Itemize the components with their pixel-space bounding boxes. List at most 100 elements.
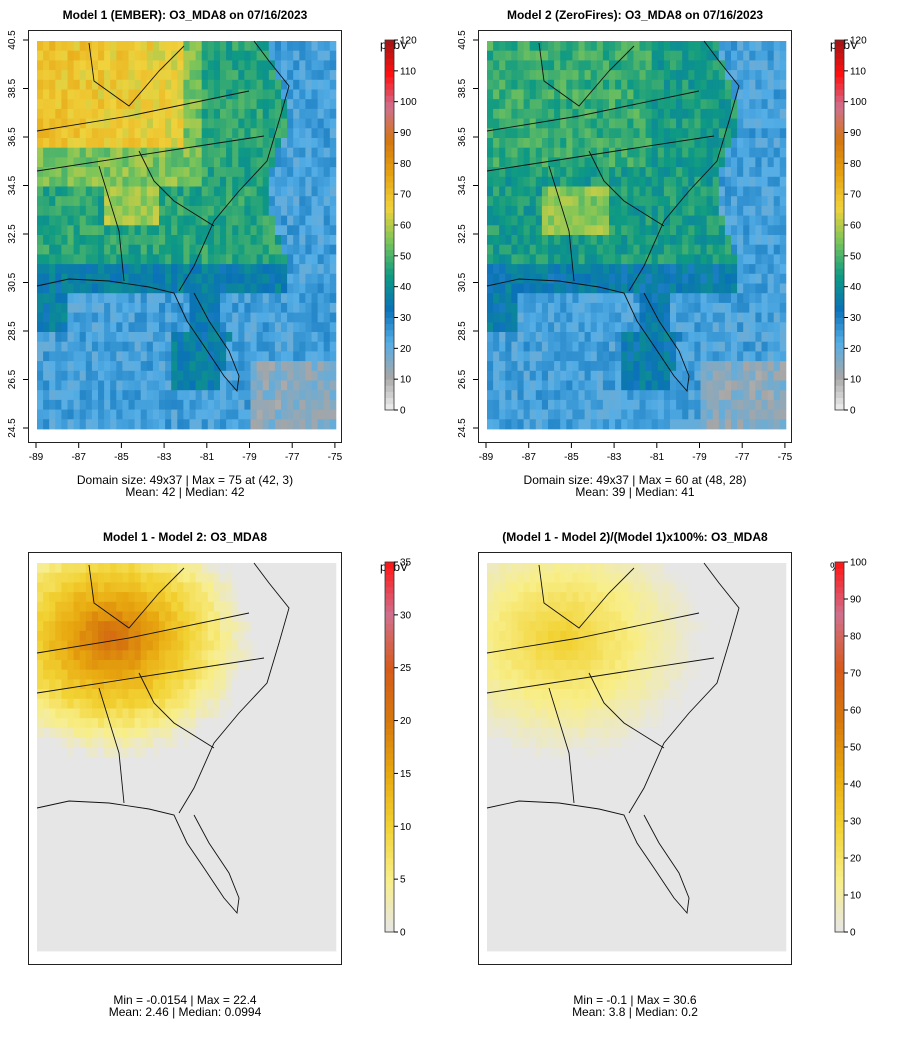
heatmap-cell bbox=[505, 283, 512, 294]
heatmap-cell bbox=[755, 302, 762, 313]
heatmap-cell bbox=[122, 70, 129, 81]
heatmap-cell bbox=[657, 118, 665, 129]
heatmap-cell bbox=[201, 283, 209, 294]
heatmap-cell bbox=[55, 176, 62, 187]
heatmap-cell bbox=[560, 409, 567, 420]
heatmap-cell bbox=[773, 176, 781, 187]
heatmap-cell bbox=[189, 70, 196, 81]
heatmap-cell bbox=[293, 176, 300, 187]
heatmap-cell bbox=[505, 370, 512, 381]
heatmap-cell bbox=[43, 196, 50, 207]
heatmap-cell bbox=[91, 108, 99, 119]
heatmap-cell bbox=[317, 592, 325, 603]
colorbar-segment bbox=[835, 286, 844, 294]
x-tick-label: -85 bbox=[114, 452, 129, 463]
heatmap-cell bbox=[311, 399, 318, 410]
heatmap-cell bbox=[98, 205, 105, 216]
heatmap-cell bbox=[67, 621, 74, 632]
heatmap-cell bbox=[718, 50, 726, 61]
heatmap-cell bbox=[122, 302, 129, 313]
heatmap-cell bbox=[761, 419, 768, 430]
heatmap-cell bbox=[274, 708, 282, 719]
heatmap-cell bbox=[140, 60, 148, 71]
heatmap-cell bbox=[688, 157, 695, 168]
heatmap-cell bbox=[250, 370, 257, 381]
heatmap-cell bbox=[201, 390, 209, 401]
heatmap-cell bbox=[189, 138, 196, 149]
heatmap-cell bbox=[79, 176, 87, 187]
heatmap-cell bbox=[554, 244, 561, 255]
heatmap-cell bbox=[627, 235, 634, 246]
heatmap-cell bbox=[98, 650, 105, 661]
heatmap-cell bbox=[134, 118, 142, 129]
heatmap-cell bbox=[663, 380, 671, 391]
colorbar-segment bbox=[835, 323, 844, 331]
heatmap-cell bbox=[621, 419, 628, 430]
heatmap-cell bbox=[61, 196, 68, 207]
heatmap-cell bbox=[541, 370, 549, 381]
heatmap-cell bbox=[779, 138, 787, 149]
heatmap-cell bbox=[122, 689, 129, 700]
heatmap-cell bbox=[578, 312, 585, 323]
heatmap-cell bbox=[122, 630, 129, 641]
heatmap-cell bbox=[609, 351, 616, 362]
heatmap-cell bbox=[250, 264, 257, 275]
heatmap-cell bbox=[91, 332, 99, 343]
heatmap-cell bbox=[743, 108, 750, 119]
heatmap-cell bbox=[49, 322, 56, 333]
heatmap-cell bbox=[189, 273, 196, 284]
heatmap-cell bbox=[122, 409, 129, 420]
heatmap-cell bbox=[566, 89, 573, 100]
heatmap-cell bbox=[535, 79, 543, 90]
heatmap-cell bbox=[213, 621, 221, 632]
heatmap-cell bbox=[487, 235, 494, 246]
heatmap-cell bbox=[177, 399, 184, 410]
heatmap-cell bbox=[207, 582, 215, 593]
heatmap-cell bbox=[91, 312, 99, 323]
heatmap-cell bbox=[73, 118, 81, 129]
heatmap-cell bbox=[700, 215, 707, 226]
heatmap-cell bbox=[487, 390, 494, 401]
heatmap-cell bbox=[207, 196, 215, 207]
heatmap-cell bbox=[226, 341, 233, 352]
heatmap-cell bbox=[615, 225, 622, 236]
heatmap-cell bbox=[317, 118, 325, 129]
heatmap-cell bbox=[281, 273, 288, 284]
heatmap-cell bbox=[287, 99, 294, 110]
heatmap-cell bbox=[274, 186, 282, 197]
heatmap-cell bbox=[238, 244, 245, 255]
heatmap-cell bbox=[676, 99, 683, 110]
heatmap-cell bbox=[596, 60, 604, 71]
heatmap-cell bbox=[305, 601, 312, 612]
heatmap-cell bbox=[232, 283, 239, 294]
heatmap-cell bbox=[49, 302, 56, 313]
heatmap-cell bbox=[91, 264, 99, 275]
heatmap-cell bbox=[91, 380, 99, 391]
colorbar-segment bbox=[385, 194, 394, 201]
heatmap-cell bbox=[140, 235, 148, 246]
heatmap-cell bbox=[517, 332, 524, 343]
heatmap-cell bbox=[731, 167, 738, 178]
heatmap-cell bbox=[201, 235, 209, 246]
heatmap-cell bbox=[535, 244, 543, 255]
heatmap-cell bbox=[554, 293, 561, 304]
heatmap-cell bbox=[128, 302, 135, 313]
heatmap-cell bbox=[61, 679, 68, 690]
heatmap-cell bbox=[37, 708, 44, 719]
heatmap-cell bbox=[621, 351, 628, 362]
heatmap-cell bbox=[627, 322, 634, 333]
heatmap-cell bbox=[329, 698, 337, 709]
heatmap-cell bbox=[535, 419, 543, 430]
heatmap-cell bbox=[499, 399, 506, 410]
heatmap-cell bbox=[171, 563, 178, 574]
heatmap-cell bbox=[329, 99, 337, 110]
heatmap-cell bbox=[189, 409, 196, 420]
heatmap-cell bbox=[98, 215, 105, 226]
heatmap-cell bbox=[755, 322, 762, 333]
colorbar-segment bbox=[835, 188, 844, 195]
heatmap-cell bbox=[213, 215, 221, 226]
heatmap-cell bbox=[250, 99, 257, 110]
heatmap-cell bbox=[110, 322, 117, 333]
heatmap-cell bbox=[743, 118, 750, 129]
heatmap-cell bbox=[560, 225, 567, 236]
